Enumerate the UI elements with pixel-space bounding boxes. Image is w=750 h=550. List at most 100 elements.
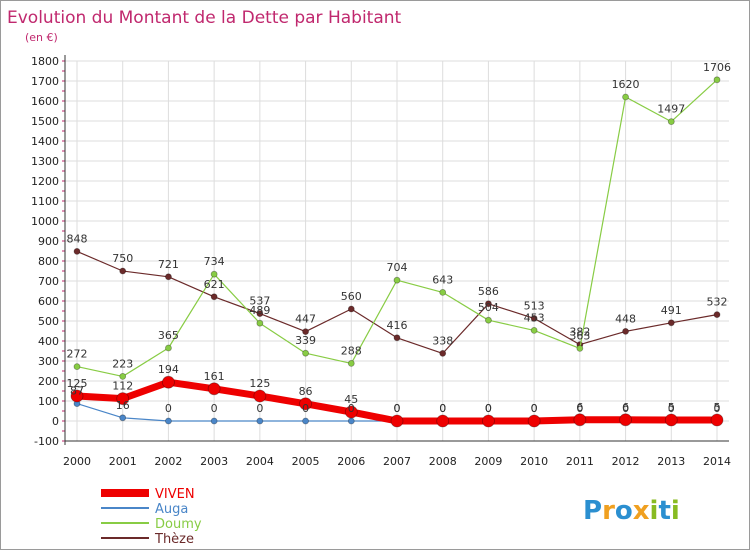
data-label-viven: 0: [485, 402, 492, 415]
data-point-th-ze: [713, 311, 721, 319]
data-point-auga: [256, 417, 264, 425]
x-tick-label: 2001: [109, 455, 137, 468]
data-point-th-ze: [347, 305, 355, 313]
data-label-th-ze: 447: [295, 313, 316, 326]
x-tick-label: 2007: [383, 455, 411, 468]
data-point-doumy: [439, 288, 447, 296]
data-point-auga: [210, 417, 218, 425]
axes: -100010020030040050060070080090010001100…: [31, 55, 731, 468]
data-label-auga: 0: [348, 402, 355, 415]
data-label-th-ze: 338: [432, 334, 453, 347]
data-label-auga: 0: [439, 402, 446, 415]
data-point-doumy: [165, 344, 172, 352]
data-label-th-ze: 621: [204, 278, 225, 291]
data-point-viven: [390, 414, 404, 428]
data-label-doumy: 288: [341, 344, 362, 357]
data-label-viven: 5: [668, 401, 675, 414]
data-label-th-ze: 848: [67, 232, 88, 245]
data-label-auga: 0: [531, 402, 538, 415]
data-point-th-ze: [73, 247, 81, 255]
legend-label-auga: Auga: [155, 502, 188, 517]
data-label-th-ze: 537: [249, 295, 270, 308]
y-tick-label: 1200: [31, 175, 59, 188]
data-label-doumy: 363: [569, 329, 590, 342]
logo-letter: i: [650, 496, 659, 526]
data-point-viven: [207, 382, 221, 396]
logo-letter: P: [583, 496, 602, 526]
data-label-auga: 0: [668, 402, 675, 415]
logo-letter: x: [633, 496, 650, 526]
data-label-viven: 112: [112, 380, 133, 393]
data-label-doumy: 504: [478, 301, 499, 314]
y-tick-label: 1700: [31, 75, 59, 88]
x-tick-label: 2000: [63, 455, 91, 468]
data-point-doumy: [256, 319, 264, 327]
data-point-viven: [482, 414, 495, 428]
x-tick-label: 2003: [200, 455, 228, 468]
data-point-viven: [253, 389, 267, 403]
data-label-viven: 5: [714, 401, 721, 414]
data-label-viven: 6: [622, 401, 629, 414]
data-label-viven: 194: [158, 363, 179, 376]
y-tick-label: 1300: [31, 155, 59, 168]
y-tick-label: 1600: [31, 95, 59, 108]
data-point-viven: [344, 405, 358, 419]
x-tick-label: 2014: [703, 455, 731, 468]
data-label-auga: 87: [70, 385, 84, 398]
data-label-th-ze: 513: [524, 299, 545, 312]
proxiti-logo: Proxiti: [583, 496, 680, 526]
data-point-th-ze: [667, 319, 675, 327]
chart-subtitle: (en €): [25, 31, 58, 44]
data-point-doumy: [210, 270, 218, 278]
logo-letter: i: [671, 496, 680, 526]
x-tick-label: 2006: [337, 455, 365, 468]
data-point-th-ze: [165, 273, 172, 281]
data-label-th-ze: 750: [112, 252, 133, 265]
data-point-doumy: [393, 276, 401, 284]
data-label-auga: 0: [394, 402, 401, 415]
data-label-doumy: 643: [432, 273, 453, 286]
data-label-viven: 6: [576, 401, 583, 414]
data-point-viven: [710, 413, 724, 427]
data-point-viven: [116, 392, 130, 406]
data-label-doumy: 489: [249, 304, 270, 317]
y-tick-label: 0: [52, 415, 59, 428]
data-label-auga: 16: [116, 399, 130, 412]
y-tick-label: 100: [38, 395, 59, 408]
data-point-viven: [573, 413, 587, 427]
y-tick-label: 500: [38, 315, 59, 328]
x-tick-label: 2005: [292, 455, 320, 468]
data-point-viven: [619, 413, 632, 427]
data-label-th-ze: 448: [615, 312, 636, 325]
data-label-doumy: 453: [524, 311, 545, 324]
x-tick-label: 2012: [612, 455, 640, 468]
x-tick-label: 2011: [566, 455, 594, 468]
data-point-auga: [347, 417, 355, 425]
data-label-viven: 125: [249, 377, 270, 390]
data-label-th-ze: 560: [341, 290, 362, 303]
data-label-auga: 0: [256, 402, 263, 415]
data-label-doumy: 734: [204, 255, 225, 268]
data-label-auga: 0: [576, 402, 583, 415]
y-tick-label: 600: [38, 295, 59, 308]
data-label-doumy: 1620: [612, 78, 640, 91]
y-tick-label: 800: [38, 255, 59, 268]
data-label-doumy: 704: [387, 261, 408, 274]
data-label-doumy: 272: [67, 348, 88, 361]
logo-letter: r: [602, 496, 615, 526]
data-point-th-ze: [302, 328, 309, 336]
data-label-th-ze: 491: [661, 304, 682, 317]
data-point-viven: [299, 397, 312, 411]
data-point-doumy: [530, 326, 538, 334]
legend-label-doumy: Doumy: [155, 517, 202, 532]
y-tick-label: 900: [38, 235, 59, 248]
data-point-doumy: [667, 118, 675, 125]
data-label-auga: 0: [165, 402, 172, 415]
y-tick-label: 1500: [31, 115, 59, 128]
data-point-th-ze: [210, 293, 218, 301]
data-point-th-ze: [439, 349, 447, 357]
x-tick-label: 2008: [429, 455, 457, 468]
y-tick-label: 300: [38, 355, 59, 368]
